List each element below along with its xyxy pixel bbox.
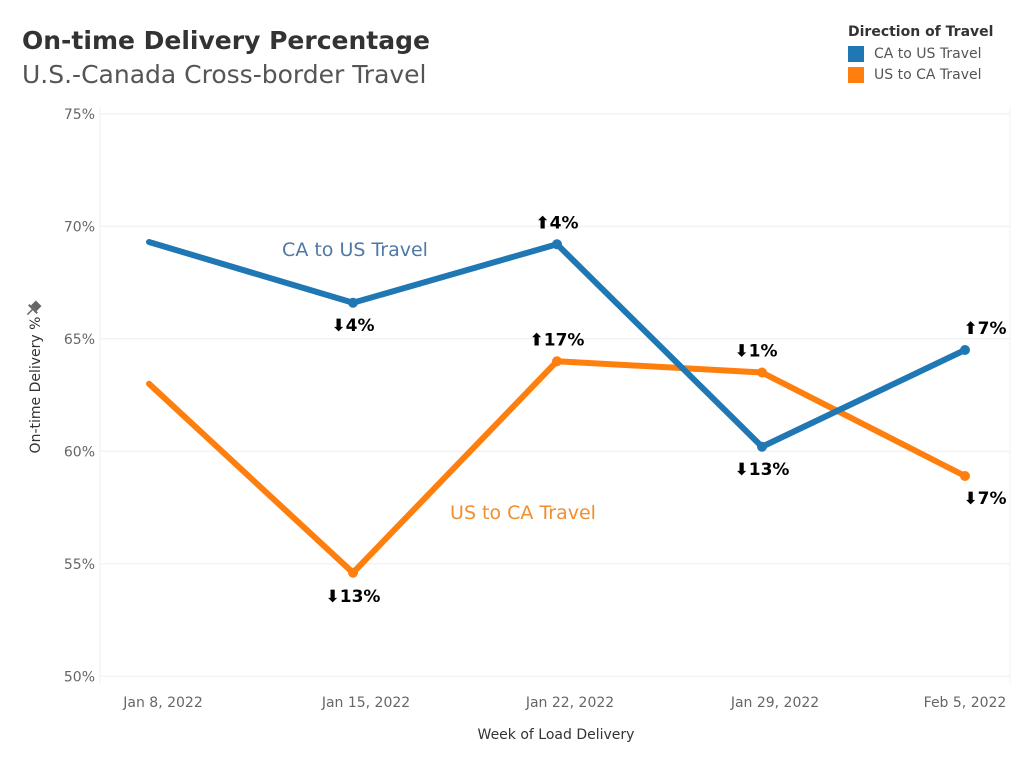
x-tick-label: Jan 29, 2022 (730, 695, 819, 711)
chart-title: On-time Delivery Percentage (22, 26, 430, 55)
y-tick-label: 55% (64, 557, 95, 573)
data-labels: ⬇4% ⬆4% ⬇13% ⬆7% ⬇13% ⬆17% ⬇1% ⬇7% CA to US Trav… (282, 213, 1007, 607)
legend-swatch-us-to-ca (848, 67, 864, 83)
series-lines (146, 239, 970, 578)
change-label: ⬇1% (734, 342, 777, 362)
legend-title: Direction of Travel (848, 24, 994, 40)
x-tick-label: Feb 5, 2022 (924, 695, 1007, 711)
y-tick-label: 60% (64, 444, 95, 460)
data-point[interactable] (757, 367, 767, 378)
y-tick-label: 75% (64, 107, 95, 123)
change-label: ⬆4% (535, 213, 578, 233)
legend-swatch-ca-to-us (848, 46, 864, 62)
x-tick-label: Jan 8, 2022 (122, 695, 202, 711)
legend-item-ca-to-us[interactable]: CA to US Travel (848, 46, 993, 62)
change-label: ⬇13% (326, 587, 381, 607)
x-tick-label: Jan 22, 2022 (525, 695, 614, 711)
data-point[interactable] (960, 471, 970, 481)
y-tick-label: 65% (64, 332, 95, 348)
y-axis-title: On-time Delivery % (28, 317, 44, 454)
legend-label-ca-to-us: CA to US Travel (874, 46, 982, 62)
change-label: ⬇4% (331, 316, 374, 336)
data-point[interactable] (757, 441, 767, 452)
data-point[interactable] (552, 239, 562, 250)
axes: 50% 55% 60% 65% 70% 75% Jan 8, 2022 Jan 15, 202… (64, 107, 1011, 711)
legend: Direction of Travel CA to US Travel US t… (848, 24, 993, 88)
chart-subtitle: U.S.-Canada Cross-border Travel (22, 60, 427, 89)
pin-icon[interactable] (23, 299, 43, 319)
y-tick-label: 70% (64, 219, 95, 235)
change-label: ⬆17% (530, 330, 585, 350)
gridlines (100, 113, 1010, 677)
y-tick-label: 50% (64, 669, 95, 685)
legend-label-us-to-ca: US to CA Travel (874, 67, 982, 83)
series-line-us-to-ca (146, 358, 968, 576)
x-axis-title: Week of Load Delivery (478, 727, 635, 743)
data-point[interactable] (348, 297, 358, 308)
data-point[interactable] (960, 345, 970, 355)
data-point[interactable] (348, 567, 358, 578)
data-point[interactable] (552, 356, 562, 367)
legend-item-us-to-ca[interactable]: US to CA Travel (848, 67, 993, 83)
change-label: ⬇7% (963, 489, 1006, 509)
change-label: ⬆7% (963, 319, 1006, 339)
x-tick-label: Jan 15, 2022 (321, 695, 410, 711)
series-label-us-to-ca: US to CA Travel (450, 502, 596, 524)
change-label: ⬇13% (735, 460, 790, 480)
series-label-ca-to-us: CA to US Travel (282, 239, 428, 261)
